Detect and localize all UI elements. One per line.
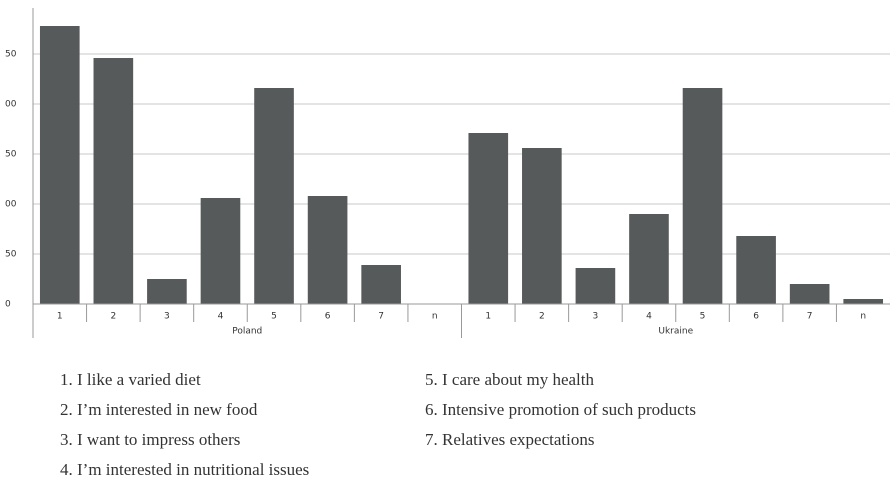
- y-tick-label: 50: [5, 50, 17, 60]
- bar: [575, 268, 616, 304]
- bar: [93, 58, 134, 304]
- legend-item: 1. I like a varied diet: [60, 370, 201, 389]
- x-tick-label: 2: [110, 312, 116, 322]
- x-tick-label: 5: [271, 312, 277, 322]
- x-tick-label: 7: [378, 312, 384, 322]
- y-tick-label: 50: [5, 150, 17, 160]
- bar: [843, 299, 884, 304]
- bar: [361, 265, 401, 304]
- x-tick-label: 1: [485, 312, 491, 322]
- x-tick-label: n: [432, 312, 438, 322]
- x-tick-label: n: [860, 312, 866, 322]
- group-label: Ukraine: [658, 327, 693, 337]
- bar: [307, 196, 348, 304]
- x-tick-label: 1: [57, 312, 63, 322]
- x-tick-label: 6: [325, 312, 331, 322]
- bar: [789, 284, 830, 304]
- x-tick-label: 4: [646, 312, 652, 322]
- bar: [468, 133, 509, 304]
- y-tick-label: 0: [5, 300, 11, 310]
- legend-item: 4. I’m interested in nutritional issues: [60, 460, 309, 479]
- x-tick-label: 4: [218, 312, 224, 322]
- bar: [629, 214, 669, 304]
- y-tick-label: 00: [5, 200, 17, 210]
- bar: [200, 198, 241, 304]
- y-tick-label: 50: [5, 250, 17, 260]
- bar: [147, 279, 187, 304]
- bar: [254, 88, 294, 304]
- bar: [736, 236, 776, 304]
- legend-item: 2. I’m interested in new food: [60, 400, 258, 419]
- legend-item: 7. Relatives expectations: [425, 430, 594, 449]
- legend-item: 5. I care about my health: [425, 370, 594, 389]
- x-tick-label: 2: [539, 312, 545, 322]
- group-label: Poland: [232, 327, 262, 337]
- x-tick-label: 6: [753, 312, 759, 322]
- y-tick-label: 00: [5, 100, 17, 110]
- x-tick-label: 7: [807, 312, 813, 322]
- legend-item: 6. Intensive promotion of such products: [425, 400, 696, 419]
- legend-item: 3. I want to impress others: [60, 430, 240, 449]
- x-tick-label: 3: [593, 312, 599, 322]
- bar: [39, 26, 80, 304]
- bar: [682, 88, 723, 304]
- x-tick-label: 3: [164, 312, 170, 322]
- bar: [522, 148, 562, 304]
- x-tick-label: 5: [700, 312, 706, 322]
